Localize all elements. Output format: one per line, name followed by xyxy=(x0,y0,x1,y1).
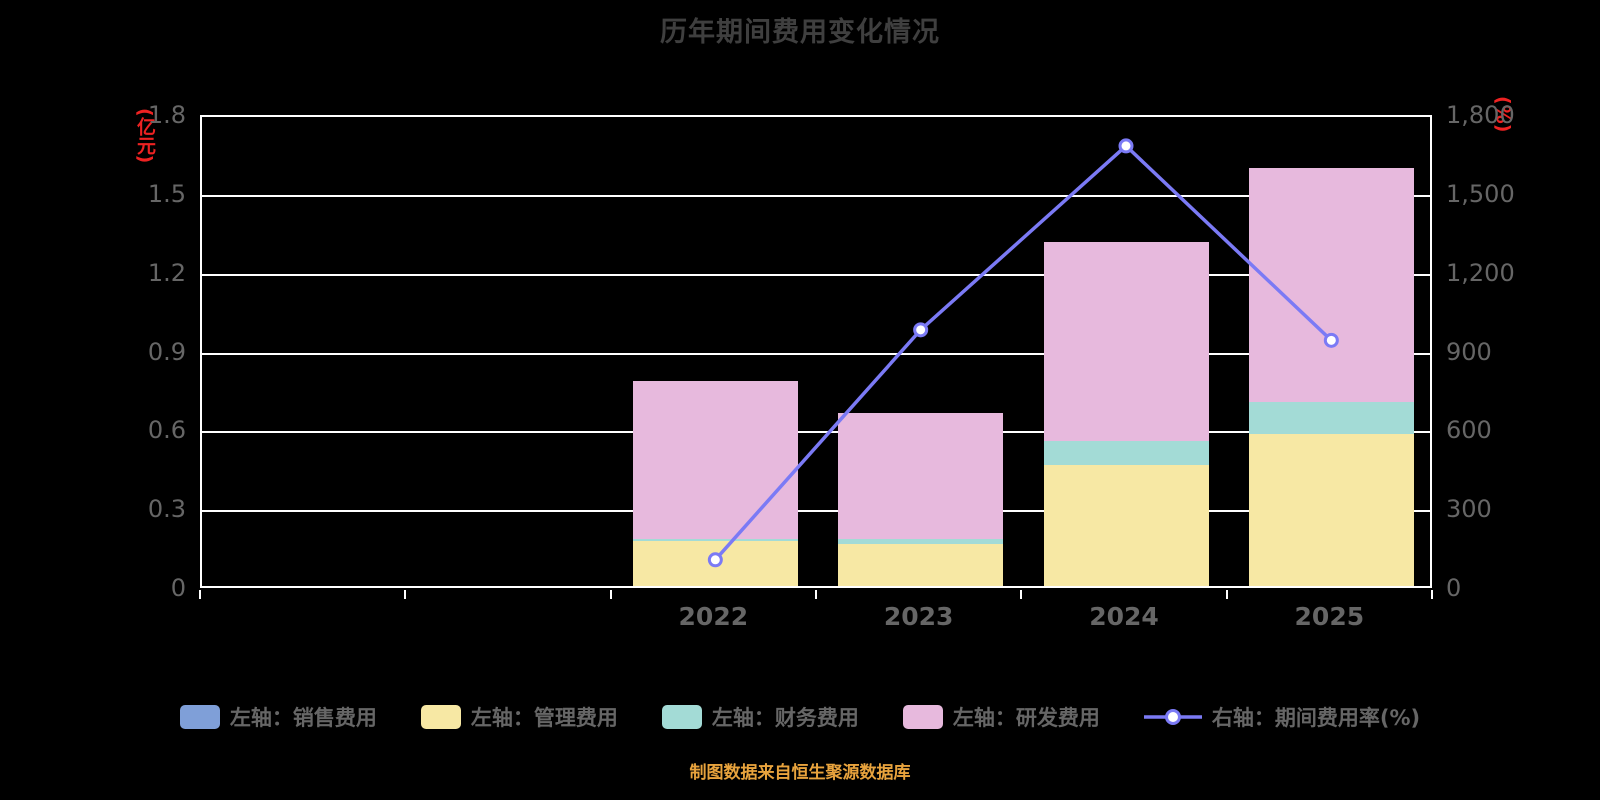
gridline xyxy=(202,273,1430,276)
legend-item-label: 左轴：财务费用 xyxy=(711,706,859,730)
legend-item: 左轴：销售费用 xyxy=(179,702,377,732)
legend-swatch-icon xyxy=(420,705,461,729)
bar-segment xyxy=(838,543,1004,586)
bar-segment xyxy=(1248,402,1414,434)
x-axis-tick xyxy=(1225,590,1228,599)
y-axis-label-left: 0.9 xyxy=(147,337,186,366)
x-axis-label: 2023 xyxy=(883,602,954,631)
x-axis-tick xyxy=(1431,590,1433,599)
y-axis-label-left: 0.3 xyxy=(147,495,186,524)
bar-segment xyxy=(838,538,1004,544)
gridline xyxy=(202,510,1430,513)
x-axis-tick xyxy=(404,590,407,599)
legend: 左轴：销售费用 左轴：管理费用 左轴：财务费用 左轴：研发费用 右轴：期间费用率(%) xyxy=(0,702,1600,732)
bar-segment xyxy=(1248,433,1414,586)
y-axis-label-left: 0.6 xyxy=(147,416,186,445)
bar-segment xyxy=(1043,465,1209,586)
bar-segment xyxy=(1043,241,1209,442)
bar-segment xyxy=(632,538,798,542)
line-series-overlay xyxy=(707,138,1339,568)
y-axis-label-right: 600 xyxy=(1446,416,1492,445)
left-axis-unit-label: (亿元) xyxy=(134,108,156,164)
gridline xyxy=(202,194,1430,197)
chart-title: 历年期间费用变化情况 xyxy=(660,17,940,48)
y-axis-label-right: 0 xyxy=(1446,574,1462,602)
y-axis-label-left: 1.5 xyxy=(147,179,186,208)
legend-item: 左轴：财务费用 xyxy=(661,702,859,732)
legend-swatch-icon xyxy=(902,705,943,729)
y-axis-label-right: 1,200 xyxy=(1446,258,1515,287)
line-series-marker xyxy=(1118,138,1134,154)
x-axis-label: 2022 xyxy=(678,602,749,631)
line-series-path xyxy=(714,143,1333,561)
legend-swatch-icon xyxy=(661,705,702,729)
right-axis-unit-label: (%) xyxy=(1492,96,1514,133)
legend-item: 左轴：管理费用 xyxy=(420,702,618,732)
x-axis-tick xyxy=(609,590,612,599)
legend-item-label: 左轴：销售费用 xyxy=(229,706,377,730)
y-axis-label-right: 300 xyxy=(1446,495,1492,524)
legend-item-label: 右轴：期间费用率(%) xyxy=(1211,706,1421,730)
line-series-marker xyxy=(707,552,723,568)
bar-segment xyxy=(1248,168,1414,403)
y-axis-label-left: 0 xyxy=(170,574,186,602)
y-axis-label-right: 1,800 xyxy=(1446,101,1515,129)
x-axis-tick xyxy=(1020,590,1023,599)
y-axis-label-right: 1,500 xyxy=(1446,179,1515,208)
line-series-marker xyxy=(1323,332,1339,348)
x-axis-label: 2024 xyxy=(1089,602,1159,631)
legend-item: 右轴：期间费用率(%) xyxy=(1143,702,1421,732)
y-axis-label-left: 1.8 xyxy=(147,101,186,129)
plot-area xyxy=(200,115,1432,588)
y-axis-label-right: 900 xyxy=(1446,337,1492,366)
x-axis-tick xyxy=(199,590,201,599)
legend-item-label: 左轴：管理费用 xyxy=(470,706,618,730)
legend-line-marker-icon xyxy=(1143,709,1202,725)
legend-item: 左轴：研发费用 xyxy=(902,702,1100,732)
legend-swatch-icon xyxy=(179,705,220,729)
bar-segment xyxy=(838,412,1004,539)
legend-item-label: 左轴：研发费用 xyxy=(952,706,1100,730)
x-axis-tick xyxy=(815,590,817,599)
bar-segment xyxy=(1043,441,1209,466)
x-axis-label: 2025 xyxy=(1294,602,1365,631)
y-axis-label-left: 1.2 xyxy=(147,258,186,287)
bar-segment xyxy=(632,381,798,539)
gridline xyxy=(202,352,1430,355)
line-series-marker xyxy=(913,322,929,338)
gridline xyxy=(202,431,1430,434)
data-source-note: 制图数据来自恒生聚源数据库 xyxy=(689,763,911,783)
